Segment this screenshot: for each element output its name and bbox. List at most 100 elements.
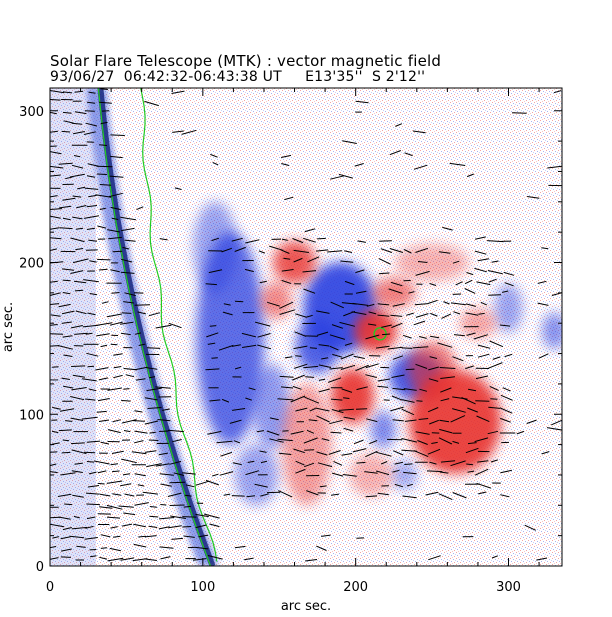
field-vector <box>233 440 241 444</box>
field-vector <box>121 400 131 402</box>
field-vector <box>167 429 184 433</box>
field-vector <box>97 225 107 229</box>
field-vector <box>57 493 72 497</box>
field-vector <box>100 441 110 445</box>
field-vector <box>159 430 169 432</box>
field-vector <box>169 481 186 484</box>
x-tick-label: 0 <box>46 580 54 595</box>
field-vector <box>168 525 182 529</box>
field-vector <box>100 121 108 125</box>
field-vector <box>467 407 478 413</box>
field-vector <box>402 495 417 499</box>
field-vector <box>499 407 513 414</box>
field-vector <box>344 280 355 286</box>
field-vector <box>97 470 107 474</box>
field-vector <box>439 367 456 369</box>
field-vector <box>390 281 403 287</box>
field-vector <box>254 321 271 327</box>
field-vector <box>70 237 85 243</box>
field-vector <box>280 154 292 158</box>
field-vector <box>281 269 294 272</box>
field-vector <box>378 272 390 275</box>
field-vector <box>405 368 415 371</box>
field-vector <box>355 100 369 104</box>
field-vector <box>73 131 85 135</box>
field-vector <box>159 517 175 520</box>
field-vector <box>419 388 428 392</box>
field-vector <box>467 470 475 473</box>
field-vector <box>107 557 124 562</box>
x-tick-label: 300 <box>496 580 521 595</box>
field-vector <box>387 346 403 350</box>
field-vector <box>60 472 76 476</box>
field-vector <box>356 386 368 391</box>
field-vector <box>50 523 65 528</box>
field-vector <box>413 320 426 326</box>
field-vector <box>394 461 404 465</box>
field-vector <box>88 388 97 392</box>
field-vector <box>231 237 243 242</box>
field-vector <box>418 336 427 339</box>
field-vector <box>474 437 489 443</box>
field-vector <box>401 438 418 443</box>
field-vector <box>61 548 72 552</box>
field-vector <box>62 197 76 201</box>
field-vector <box>476 415 490 423</box>
field-vector <box>343 474 357 477</box>
field-vector <box>293 257 303 263</box>
field-vector <box>74 462 83 465</box>
field-vector <box>466 463 474 466</box>
field-vector <box>86 227 95 230</box>
field-vector <box>489 385 499 391</box>
y-tick-label: 0 <box>36 560 44 575</box>
field-vector <box>82 378 97 382</box>
field-vector <box>110 134 125 136</box>
field-vector <box>295 460 305 466</box>
field-vector <box>392 303 405 307</box>
field-vector <box>71 122 83 125</box>
field-vector <box>121 227 135 232</box>
field-vector <box>341 453 353 456</box>
field-vector <box>205 368 220 371</box>
field-vector <box>183 535 195 538</box>
field-vector <box>429 419 439 425</box>
field-vector <box>206 332 219 338</box>
field-vector <box>245 470 260 476</box>
field-vector <box>381 324 392 328</box>
field-vector <box>338 408 354 411</box>
field-vector <box>83 451 96 454</box>
field-vector <box>303 288 316 294</box>
field-vector <box>293 249 309 253</box>
field-vector <box>59 205 72 209</box>
field-vector <box>328 450 341 455</box>
field-vector <box>99 506 113 509</box>
field-vector <box>77 186 86 190</box>
field-vector <box>133 523 146 528</box>
field-vector <box>389 150 401 156</box>
field-vector <box>209 325 217 327</box>
field-vector <box>379 240 392 242</box>
field-vector <box>536 557 548 561</box>
field-vector <box>207 555 223 560</box>
field-vector <box>50 227 60 230</box>
field-vector <box>120 557 135 561</box>
field-vector <box>473 334 488 340</box>
field-vector <box>88 239 97 242</box>
polarity-blob <box>370 411 396 448</box>
field-vector <box>122 473 131 476</box>
field-vector <box>366 418 378 423</box>
field-vector <box>221 247 232 253</box>
field-vector <box>416 400 423 402</box>
field-vector <box>500 494 510 498</box>
field-vector <box>329 367 343 370</box>
field-vector <box>499 324 511 327</box>
field-vector <box>51 430 59 434</box>
field-vector <box>480 301 487 306</box>
y-tick-label: 300 <box>19 105 44 120</box>
polarity-blob <box>372 277 416 309</box>
field-vector <box>209 523 220 528</box>
field-vector <box>294 331 307 337</box>
field-vector <box>501 290 509 293</box>
polarity-blob <box>282 383 332 506</box>
field-vector <box>304 228 316 233</box>
